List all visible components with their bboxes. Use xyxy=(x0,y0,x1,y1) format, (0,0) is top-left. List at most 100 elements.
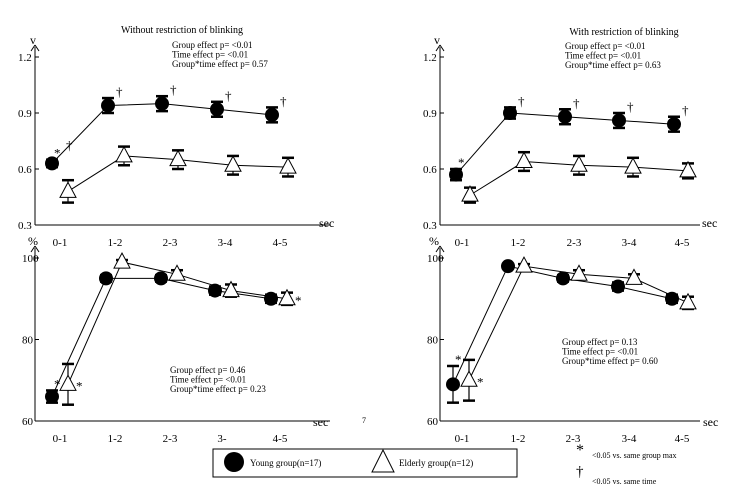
x-tick-label: 4-5 xyxy=(273,433,288,445)
significance-marker: * xyxy=(477,374,484,389)
y-axis-arrow xyxy=(34,44,40,52)
significance-marker: † xyxy=(280,93,287,108)
data-point-elderly xyxy=(59,374,77,391)
data-point-elderly xyxy=(168,264,186,281)
significance-marker: † xyxy=(116,84,123,99)
x-tick-label: 0-1 xyxy=(53,433,68,445)
data-point-young xyxy=(612,113,626,128)
data-point-elderly xyxy=(624,157,642,174)
stat-line: Group effect p= <0.01 xyxy=(565,41,645,51)
y-tick-label: 80 xyxy=(22,335,34,347)
footnote-dagger-text: <0.05 vs. same time xyxy=(592,477,657,486)
footnote-dagger-symbol: † xyxy=(576,464,584,480)
y-tick-label: 100 xyxy=(427,253,444,265)
stat-line: Group*time effect p= 0.57 xyxy=(172,59,268,69)
x-tick-label: 0-1 xyxy=(53,237,68,249)
data-point-young xyxy=(210,102,224,117)
footnote-star-text: <0.05 vs. same group max xyxy=(592,451,677,460)
y-axis-arrow xyxy=(34,245,40,253)
series-elderly xyxy=(460,256,697,402)
y-axis-label: % xyxy=(429,234,439,248)
significance-marker: † xyxy=(225,88,232,103)
data-point-young xyxy=(154,271,168,286)
y-tick-label: 80 xyxy=(427,335,439,347)
significance-marker: † xyxy=(682,103,689,118)
legend-young-label: Young group(n=17) xyxy=(250,458,321,468)
chart-title: With restriction of blinking xyxy=(569,27,678,38)
y-tick-label: 100 xyxy=(22,253,39,265)
data-point-elderly xyxy=(570,155,588,172)
y-axis-arrow xyxy=(30,245,36,253)
x-tick-label: 3-4 xyxy=(218,237,233,249)
data-point-elderly xyxy=(460,370,478,387)
y-axis-arrow xyxy=(439,245,445,253)
x-axis-label: sec xyxy=(313,415,328,429)
data-point-elderly xyxy=(515,151,533,169)
data-point-elderly xyxy=(222,280,240,298)
significance-marker: * xyxy=(455,352,462,367)
y-axis-arrow xyxy=(435,245,441,253)
significance-marker: † xyxy=(627,99,634,114)
data-point-elderly xyxy=(625,268,643,285)
x-tick-label: 4-5 xyxy=(273,237,288,249)
chart-panel-4: 60 80 100 0-1 1-2 2-3 3-4 4-5% sec Group effect p… xyxy=(427,234,718,445)
chart-panels: 0.3 0.6 0.9 1.2 0-1 1-2 2-3 3-4 4-5 v sec Without r… xyxy=(18,25,718,445)
x-axis-label: sec xyxy=(703,415,718,429)
page-marker: 7 xyxy=(362,416,366,425)
significance-marker: † xyxy=(170,82,177,97)
y-axis-label: v xyxy=(30,33,36,47)
x-tick-label: 4-5 xyxy=(675,237,690,249)
footnotes: * <0.05 vs. same group max † <0.05 vs. s… xyxy=(576,442,677,486)
data-point-elderly xyxy=(279,157,297,174)
data-point-elderly xyxy=(169,149,187,167)
x-axis-label: sec xyxy=(702,216,717,230)
data-point-young xyxy=(99,271,113,286)
y-axis-arrow xyxy=(30,44,36,52)
data-point-young xyxy=(611,279,625,294)
series-young xyxy=(446,259,679,404)
y-tick-label: 1.2 xyxy=(423,52,437,64)
y-tick-label: 0.6 xyxy=(423,164,437,176)
legend: Young group(n=17) Elderly group(n=12) xyxy=(212,448,518,478)
y-tick-label: 0.9 xyxy=(18,108,32,120)
data-point-young xyxy=(503,106,517,120)
data-point-elderly xyxy=(224,155,242,172)
x-tick-label: 1-2 xyxy=(108,433,123,445)
data-point-elderly xyxy=(115,145,133,163)
data-point-young xyxy=(155,96,169,111)
stat-line: Group*time effect p= 0.63 xyxy=(565,60,661,70)
significance-marker: * xyxy=(458,155,465,170)
stat-line: Group effect p= <0.01 xyxy=(172,40,252,50)
significance-marker: * xyxy=(54,146,61,161)
data-point-young xyxy=(446,377,460,392)
y-tick-label: 1.2 xyxy=(18,52,32,64)
stat-line: Time effect p= <0.01 xyxy=(170,375,246,385)
x-tick-label: 2-3 xyxy=(163,433,178,445)
series-elderly xyxy=(59,252,296,406)
stat-line: Time effect p= <0.01 xyxy=(562,347,638,357)
data-point-elderly xyxy=(113,252,131,269)
stat-line: Group effect p= 0.46 xyxy=(170,365,246,375)
y-axis-arrow xyxy=(439,44,445,52)
x-tick-label: 0-1 xyxy=(455,237,470,249)
series-young xyxy=(45,271,278,404)
y-tick-label: 0.6 xyxy=(18,164,32,176)
y-axis-label: % xyxy=(28,234,38,248)
significance-marker: † xyxy=(573,95,580,110)
x-tick-label: 1-2 xyxy=(511,237,526,249)
data-point-elderly xyxy=(679,160,697,178)
x-tick-label: 3-4 xyxy=(622,237,637,249)
x-tick-label: 4-5 xyxy=(675,433,690,445)
x-tick-label: 3-4 xyxy=(622,433,637,445)
data-point-elderly xyxy=(59,181,77,198)
data-point-elderly xyxy=(515,256,533,273)
stat-line: Group*time effect p= 0.23 xyxy=(170,384,266,394)
stat-line: Time effect p= <0.01 xyxy=(565,51,641,61)
data-point-elderly xyxy=(679,292,697,310)
chart-panel-2: 0.3 0.6 0.9 1.2 0-1 1-2 2-3 3-4 4-5 v sec With rest… xyxy=(423,27,717,249)
x-tick-label: 3- xyxy=(217,433,227,445)
data-point-young xyxy=(665,291,679,306)
chart-title: Without restriction of blinking xyxy=(121,25,243,36)
significance-marker: * xyxy=(295,293,302,308)
data-point-young xyxy=(556,271,570,286)
